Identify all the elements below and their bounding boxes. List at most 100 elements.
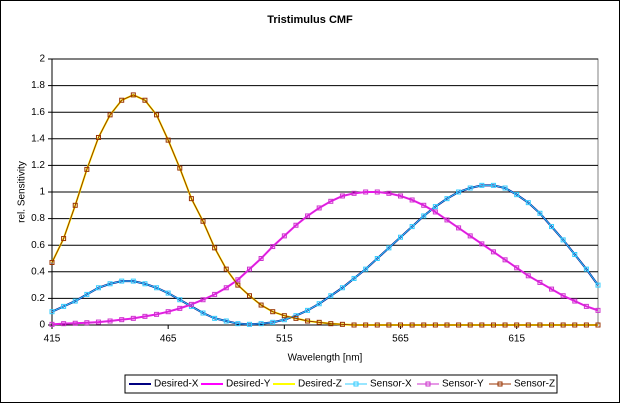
legend-label: Sensor-X [370,379,412,390]
series-marker [72,320,78,326]
series-marker [270,244,276,250]
series-marker [595,282,601,288]
legend-box [124,374,558,394]
series-marker [467,233,473,239]
series-marker [246,266,252,272]
series-marker [351,190,357,196]
legend-label: Sensor-Z [514,379,555,390]
series-marker [363,266,369,272]
series-marker [246,293,252,299]
series-marker [583,266,589,272]
series-marker [514,192,520,198]
series-marker [479,322,485,328]
series-marker [258,302,264,308]
series-marker [154,285,160,291]
series-marker [479,241,485,247]
series-marker [339,285,345,291]
y-tick-label: 1.6 [31,107,45,118]
series-marker [386,322,392,328]
series-marker [467,322,473,328]
series-marker [339,321,345,327]
y-tick-label: 2 [39,54,45,65]
series-marker [84,320,90,326]
series-marker [281,233,287,239]
series-marker [351,322,357,328]
series-marker [409,224,415,230]
series-marker [107,112,113,118]
series-marker [374,322,380,328]
series-marker [328,321,334,327]
series-marker [432,209,438,215]
legend-marker [497,381,503,387]
series-marker [363,189,369,195]
legend-marker [425,381,431,387]
series-marker [432,322,438,328]
series-marker [351,275,357,281]
series-marker [456,322,462,328]
series-marker [444,217,450,223]
series-marker [130,315,136,321]
series-marker [386,245,392,251]
legend-label: Desired-Y [226,379,271,390]
series-marker [339,193,345,199]
series-marker [409,322,415,328]
series-marker [95,134,101,140]
series-marker [142,97,148,103]
series-marker [502,185,508,191]
series-marker [572,322,578,328]
y-tick-label: 1 [39,187,45,198]
series-marker [223,266,229,272]
series-marker [130,92,136,98]
series-marker [188,196,194,202]
series-marker [107,281,113,287]
series-marker [154,112,160,118]
series-marker [165,290,171,296]
series-marker [49,309,55,315]
series-marker [142,313,148,319]
series-marker [305,307,311,313]
y-tick-label: 0 [39,320,45,331]
series-marker [200,310,206,316]
y-axis-label: rel. Sensitivity [17,161,28,223]
y-tick-label: 0.8 [31,213,45,224]
y-tick-label: 1.4 [31,133,45,144]
series-marker [95,319,101,325]
series-marker [479,182,485,188]
series-marker [235,321,241,327]
series-marker [270,319,276,325]
x-tick-label: 465 [160,334,177,345]
series-marker [444,322,450,328]
series-marker [177,305,183,311]
series-marker [84,166,90,172]
series-marker [200,297,206,303]
series-marker [281,313,287,319]
series-marker [119,278,125,284]
series-marker [84,291,90,297]
series-marker [223,285,229,291]
series-marker [444,196,450,202]
series-marker [61,236,67,242]
series-marker [514,265,520,271]
series-marker [72,202,78,208]
series-marker [572,298,578,304]
series-marker [316,319,322,325]
series-marker [525,273,531,279]
series-marker [549,322,555,328]
series-marker [409,197,415,203]
series-marker [235,282,241,288]
series-marker [72,298,78,304]
series-marker [316,205,322,211]
legend-label: Sensor-Y [442,379,484,390]
series-marker [560,237,566,243]
legend-marker [353,381,359,387]
series-marker [119,317,125,323]
series-marker [398,193,404,199]
series-marker [212,291,218,297]
series-marker [293,313,299,319]
series-marker [398,322,404,328]
series-marker [246,321,252,327]
series-marker [456,189,462,195]
series-marker [514,322,520,328]
series-marker [305,213,311,219]
